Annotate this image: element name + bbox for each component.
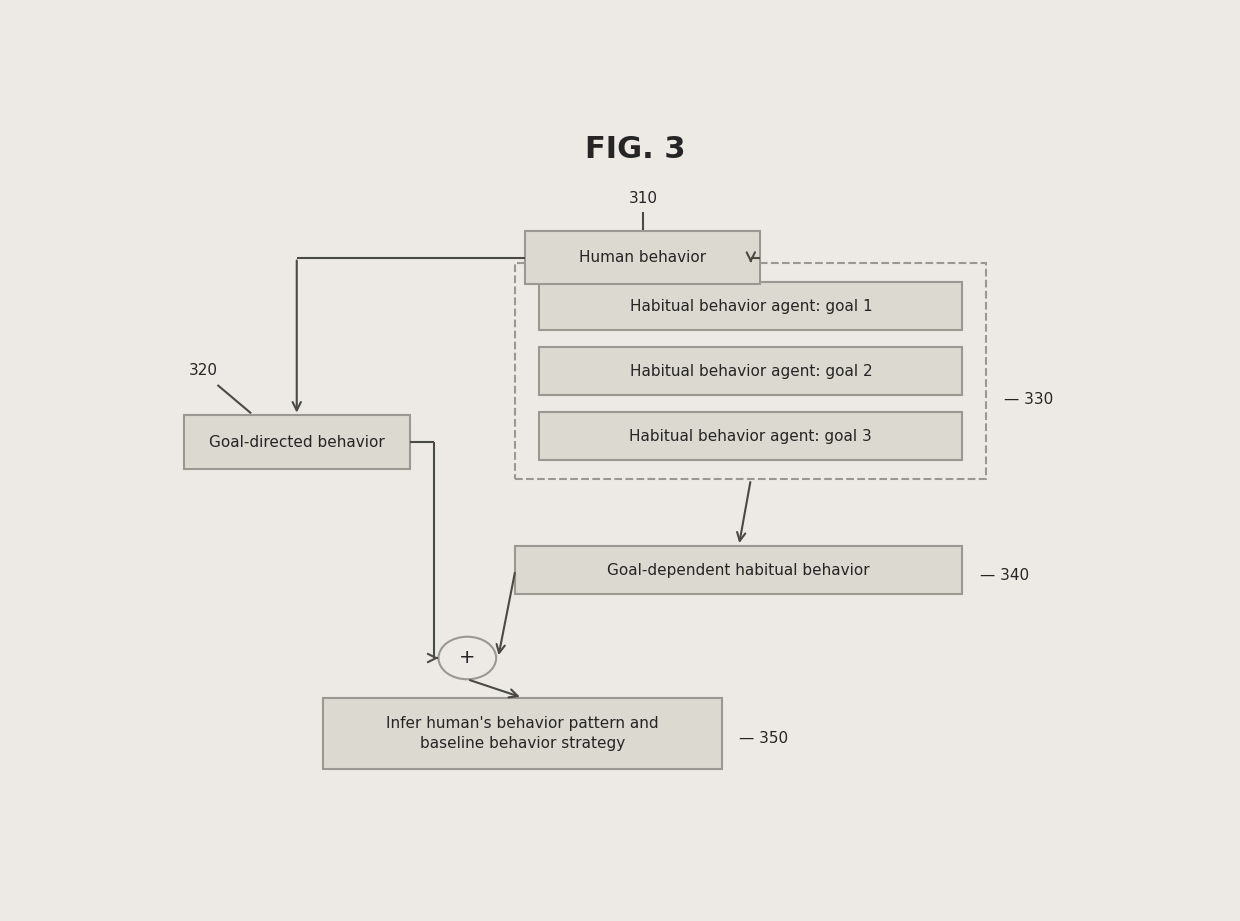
FancyBboxPatch shape [539, 412, 962, 460]
Text: Human behavior: Human behavior [579, 251, 707, 265]
Text: Habitual behavior agent: goal 2: Habitual behavior agent: goal 2 [630, 364, 872, 379]
Text: Habitual behavior agent: goal 1: Habitual behavior agent: goal 1 [630, 298, 872, 314]
FancyBboxPatch shape [539, 282, 962, 331]
FancyBboxPatch shape [184, 415, 409, 469]
Text: +: + [459, 648, 476, 668]
FancyBboxPatch shape [525, 231, 760, 285]
Text: Goal-dependent habitual behavior: Goal-dependent habitual behavior [608, 563, 870, 577]
Text: 310: 310 [629, 192, 657, 206]
Text: Habitual behavior agent: goal 3: Habitual behavior agent: goal 3 [630, 428, 872, 444]
Text: Goal-directed behavior: Goal-directed behavior [208, 435, 384, 449]
Text: — 350: — 350 [739, 730, 789, 746]
FancyBboxPatch shape [516, 546, 962, 594]
Text: FIG. 3: FIG. 3 [585, 135, 686, 164]
Text: 320: 320 [188, 363, 217, 378]
Text: — 340: — 340 [980, 567, 1029, 582]
Text: — 330: — 330 [1003, 392, 1053, 407]
FancyBboxPatch shape [324, 698, 722, 769]
Text: Infer human's behavior pattern and
baseline behavior strategy: Infer human's behavior pattern and basel… [387, 716, 658, 751]
FancyBboxPatch shape [539, 347, 962, 395]
